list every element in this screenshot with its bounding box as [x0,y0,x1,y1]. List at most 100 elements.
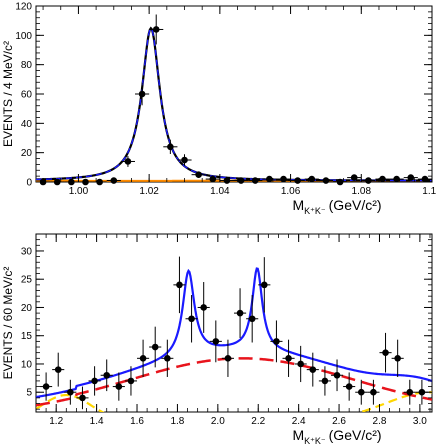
x-tick-label: 1.08 [352,186,372,197]
x-axis-label-main: M [292,427,304,443]
x-axis: 1.2 1.4 1.6 1.8 2.0 2.2 2.4 2.6 2.8 3.0 [36,234,430,427]
data-point [163,140,177,154]
y-tick-label: 80 [21,60,33,71]
data-marker [139,91,146,98]
data-marker [82,179,89,186]
data-point [246,295,258,342]
x-tick-label: 1.02 [139,186,159,197]
data-marker [422,176,429,183]
data-marker [195,171,202,178]
data-points [40,257,428,410]
y-tick-label: 30 [21,246,33,257]
data-marker [188,315,195,322]
data-marker [55,366,62,373]
x-axis-label: MK⁺K⁻ (GeV/c²) [292,197,381,216]
data-marker [67,389,74,396]
data-marker [294,177,301,184]
fit-curves [36,269,432,421]
y-tick-label: 60 [21,90,33,101]
x-tick-label: 2.2 [251,416,265,427]
y-tick-label: 20 [21,303,33,314]
y-tick-label: 0 [26,178,32,189]
data-point [76,387,88,410]
x-tick-label: 1.6 [130,416,144,427]
data-marker [152,344,159,351]
data-marker [237,310,244,317]
plot-panel-2: 1.2 1.4 1.6 1.8 2.0 2.2 2.4 2.6 2.8 3.05101520253… [1,234,432,444]
data-marker [176,282,183,289]
data-marker [382,349,389,356]
data-marker [322,378,329,385]
y-tick-label: 120 [15,2,32,13]
signal-fit-line [36,28,432,180]
data-marker [337,179,344,186]
data-marker [43,383,50,390]
y-tick-label: 5 [26,388,32,399]
data-marker [91,378,98,385]
data-marker [365,177,372,184]
data-marker [285,355,292,362]
data-point [282,340,294,377]
x-axis: 1.00 1.02 1.04 1.06 1.08 1.10 [43,6,436,197]
data-marker [249,315,256,322]
x-tick-label: 2.6 [332,416,346,427]
data-marker [96,179,103,186]
y-tick-label: 20 [21,148,33,159]
data-marker [54,179,61,186]
data-marker [308,176,315,183]
data-marker [406,389,413,396]
x-tick-label: 3.0 [413,416,427,427]
data-marker [273,338,280,345]
data-point [78,179,92,186]
data-point [379,333,391,373]
data-marker [379,176,386,183]
data-point [64,179,78,186]
x-axis-label: MK⁺K⁻ (GeV/c²) [292,427,381,444]
y-tick-label: 100 [15,31,32,42]
x-tick-label: 2.4 [292,416,306,427]
data-marker [153,26,160,33]
data-marker [225,355,232,362]
data-point [177,154,191,165]
data-point [319,366,331,395]
data-marker [125,158,132,165]
y-tick-label: 40 [21,119,33,130]
x-tick-label: 1.8 [170,416,184,427]
data-point [121,156,135,167]
x-axis-label-subscript: K⁺K⁻ [304,436,326,444]
data-marker [200,304,207,311]
plot-panel-1: 1.00 1.02 1.04 1.06 1.08 1.10 0 20 40 60 80 100 120 E… [1,2,436,217]
y-axis-label: EVENTS / 4 MeV/c² [1,41,15,147]
x-axis-label-subscript: K⁺K⁻ [304,206,326,216]
data-marker [213,338,220,345]
data-point [291,177,305,184]
data-marker [407,174,414,181]
data-point [186,295,198,342]
data-marker [297,361,304,368]
data-marker [358,389,365,396]
data-points [36,15,432,186]
data-point [295,346,307,382]
data-point [135,83,149,106]
x-axis-label-main: M [292,197,304,213]
data-marker [103,372,110,379]
data-marker [79,395,86,402]
x-tick-label: 1.00 [69,186,89,197]
data-point [270,320,282,362]
data-point [392,340,404,377]
data-marker [167,144,174,151]
data-marker [224,177,231,184]
data-point [64,380,76,405]
data-marker [351,174,358,181]
data-marker [164,355,171,362]
y-tick-label: 10 [21,359,33,370]
data-marker [309,366,316,373]
x-tick-label: 1.04 [210,186,230,197]
data-marker [238,177,245,184]
data-marker [140,355,147,362]
data-point [234,288,246,338]
x-tick-label: 2.0 [211,416,225,427]
x-tick-label: 1.10 [422,186,436,197]
data-marker [394,355,401,362]
